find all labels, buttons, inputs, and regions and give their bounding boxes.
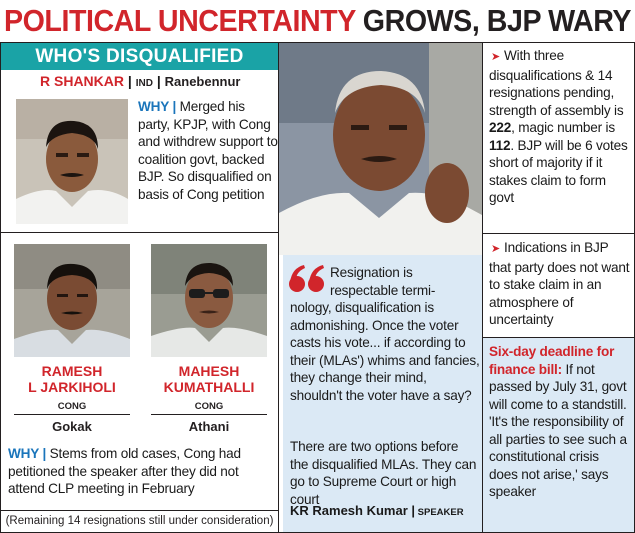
kumathalli-place: Athani <box>188 419 230 434</box>
jarkiholi-place: Gokak <box>52 419 92 434</box>
speaker-name: KR Ramesh Kumar | <box>290 503 416 518</box>
shankar-name: R SHANKAR <box>40 73 124 89</box>
jarkiholi-photo <box>14 244 130 357</box>
kumathalli-party: CONG <box>194 401 224 412</box>
shankar-photo <box>16 99 128 224</box>
speaker-quote: Resignation is respectable termi- nology… <box>290 265 480 403</box>
headline: POLITICAL UNCERTAINTY GROWS, BJP WARY <box>4 2 632 40</box>
headline-dark: GROWS, BJP WARY <box>355 3 632 38</box>
right-point-2: ➤ Indications in BJP that party does not … <box>489 240 630 327</box>
cong-why-text: Stems from old cases, Cong had petitione… <box>8 446 241 496</box>
speaker-title: SPEAKER <box>415 507 464 518</box>
arrow-icon: ➤ <box>491 243 501 255</box>
jarkiholi-divider <box>14 414 130 415</box>
jarkiholi-name: RAMESH L JARKIHOLI <box>28 363 116 395</box>
jarkiholi-party: CONG <box>57 401 87 412</box>
divider-left-mid <box>0 232 279 233</box>
speaker-photo <box>279 43 482 255</box>
section-banner: WHO'S DISQUALIFIED <box>1 43 278 70</box>
quote-mark-icon <box>288 264 326 294</box>
arrow-icon: ➤ <box>491 51 501 63</box>
shankar-why: WHY | Merged his party, KPJP, with Cong … <box>138 98 278 203</box>
shankar-why-text: Merged his party, KPJP, with Cong and wi… <box>138 99 278 202</box>
deadline-title: Six-day deadline for finance bill: <box>489 344 615 377</box>
deadline-text: Six-day deadline for finance bill: If no… <box>489 344 627 499</box>
right-point-1: ➤ With three disqualifications & 14 resig… <box>489 48 628 205</box>
kumathalli-divider <box>151 414 267 415</box>
divider-left-bottom <box>0 510 279 511</box>
shankar-party: IND <box>135 78 153 89</box>
divider-right-2 <box>482 337 635 338</box>
cong-why: WHY | Stems from old cases, Cong had pet… <box>8 445 274 498</box>
divider-left <box>278 42 279 533</box>
cong-why-label: WHY | <box>8 446 47 461</box>
remaining-note: (Remaining 14 resignations still under c… <box>5 515 274 527</box>
shankar-name-line: R SHANKAR | IND | Ranebennur <box>40 73 241 89</box>
divider-right-1 <box>482 233 635 234</box>
kumathalli-name: MAHESH KUMATHALLI <box>163 363 255 395</box>
shankar-place: Ranebennur <box>164 74 241 89</box>
kumathalli-photo <box>151 244 267 357</box>
divider-right <box>482 42 483 533</box>
options-text: There are two options before the disqual… <box>290 439 477 507</box>
headline-red: POLITICAL UNCERTAINTY <box>4 3 356 38</box>
quote-box <box>283 255 482 532</box>
speaker-attribution: KR Ramesh Kumar | SPEAKER <box>290 503 464 518</box>
deadline-box <box>483 338 634 532</box>
shankar-why-label: WHY | <box>138 99 177 114</box>
